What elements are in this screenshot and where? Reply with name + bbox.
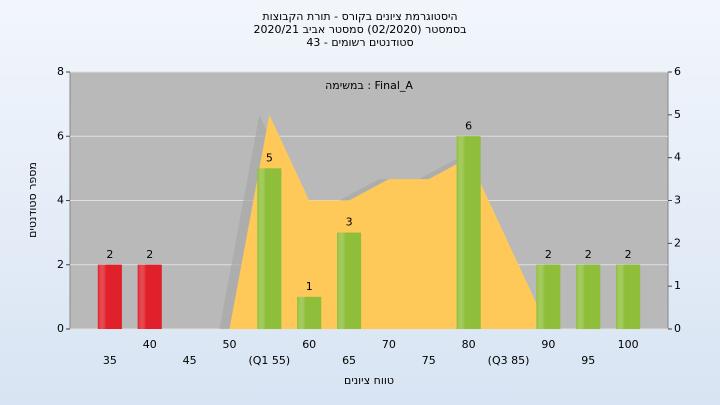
y2-tick-label: 3 [674,194,681,207]
x-tick-label: 65 [342,354,356,367]
x-tick-label: 35 [103,354,117,367]
value-label: 2 [545,248,552,261]
y-axis-label: מספר סטודנטים [26,162,39,238]
chart-title: היסטוגרמת ציונים בקורס - תורת הקבוצות [262,10,457,23]
x-tick-label: 70 [382,338,396,351]
bar [137,264,162,329]
x-tick-label: (Q3 85) [488,354,530,367]
x-tick-label: 95 [581,354,595,367]
x-tick-label: (Q1 55) [248,354,290,367]
value-label: 2 [106,248,113,261]
y-tick-label: 0 [57,322,64,335]
x-axis-label: טווח ציונים [344,374,394,387]
y-tick-label: 4 [57,194,64,207]
x-tick-label: 90 [541,338,555,351]
bar [257,168,282,329]
y2-tick-label: 1 [674,279,681,292]
chart-subtitle: סטודנטים רשומים - 43 [306,36,413,49]
bar [536,264,561,329]
value-label: 1 [306,280,313,293]
x-tick-label: 50 [222,338,236,351]
y-tick-label: 8 [57,65,64,78]
value-label: 3 [346,216,353,229]
annotation: במשימה : Final_A [325,79,413,92]
value-label: 2 [146,248,153,261]
bar [456,136,481,329]
value-label: 2 [625,248,632,261]
value-label: 2 [585,248,592,261]
x-tick-label: 75 [422,354,436,367]
y2-tick-label: 0 [674,322,681,335]
x-tick-label: 40 [143,338,157,351]
x-tick-label: 80 [462,338,476,351]
chart-subtitle: בסמסטר (02/2020) סמסטר אביב 2020/21 [253,23,466,36]
y-tick-label: 2 [57,258,64,271]
y2-tick-label: 2 [674,236,681,249]
x-tick-label: 60 [302,338,316,351]
bar [616,264,641,329]
y2-tick-label: 5 [674,108,681,121]
x-tick-label: 45 [183,354,197,367]
bar [297,296,322,329]
bar [576,264,601,329]
bar [97,264,122,329]
y2-tick-label: 4 [674,151,681,164]
y-tick-label: 6 [57,129,64,142]
bar [337,232,362,329]
x-tick-label: 100 [618,338,639,351]
y2-tick-label: 6 [674,65,681,78]
value-label: 5 [266,151,273,164]
value-label: 6 [465,119,472,132]
